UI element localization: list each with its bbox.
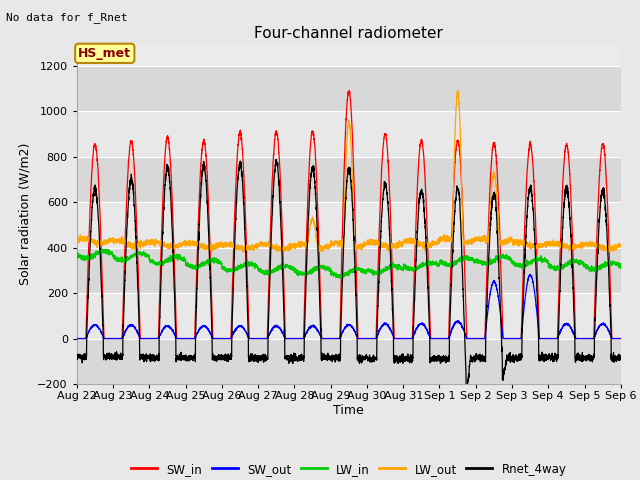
Bar <box>77 202 621 248</box>
Bar <box>77 111 621 157</box>
Title: Four-channel radiometer: Four-channel radiometer <box>254 25 444 41</box>
Bar <box>77 157 621 202</box>
Y-axis label: Solar radiation (W/m2): Solar radiation (W/m2) <box>19 143 32 285</box>
Bar <box>77 293 621 338</box>
Bar <box>77 66 621 111</box>
Text: HS_met: HS_met <box>78 47 131 60</box>
Text: No data for f_Rnet: No data for f_Rnet <box>6 12 128 23</box>
Legend: SW_in, SW_out, LW_in, LW_out, Rnet_4way: SW_in, SW_out, LW_in, LW_out, Rnet_4way <box>126 458 572 480</box>
X-axis label: Time: Time <box>333 404 364 417</box>
Bar <box>77 248 621 293</box>
Bar <box>77 338 621 384</box>
